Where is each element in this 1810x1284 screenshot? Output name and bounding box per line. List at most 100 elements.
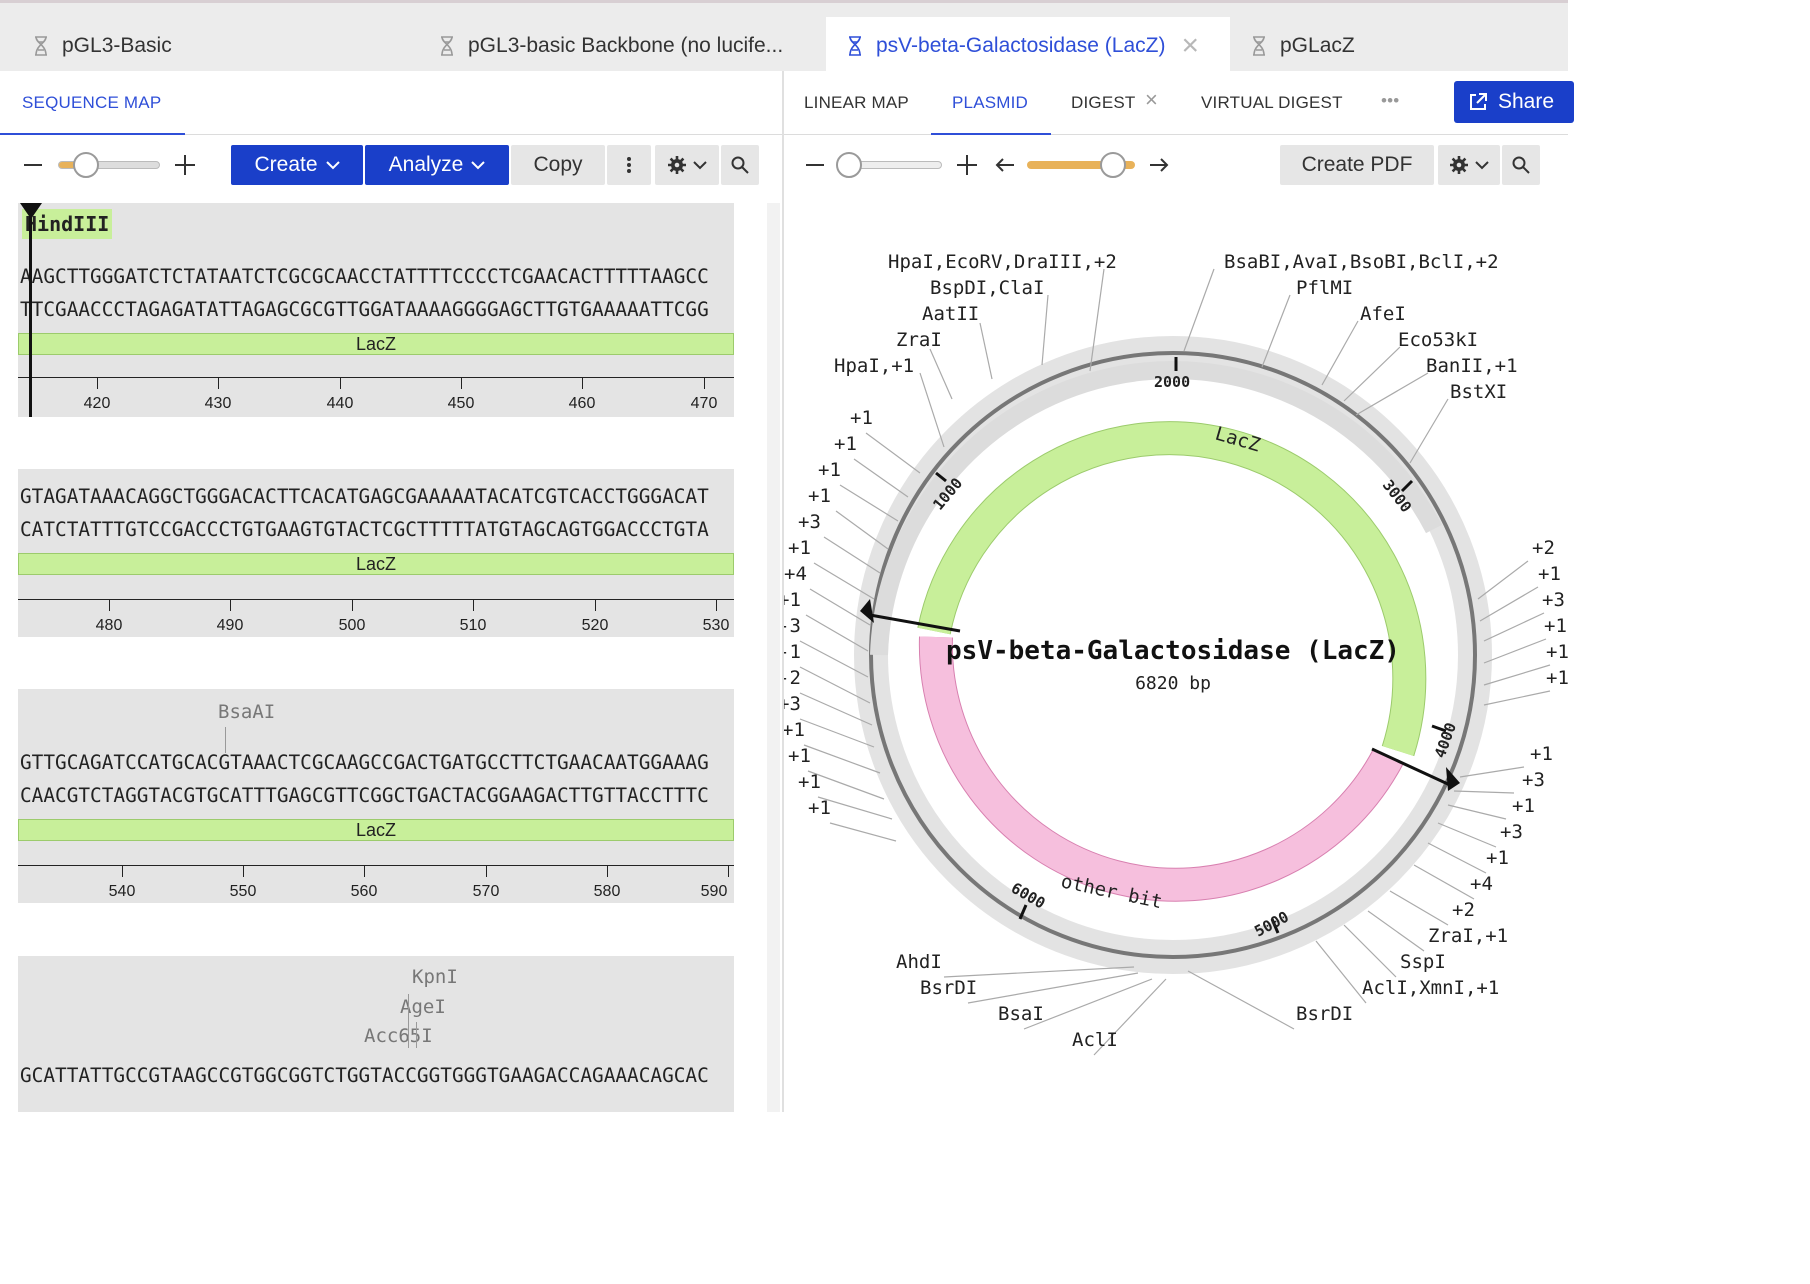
enzyme-label[interactable]: +1 — [1486, 847, 1509, 869]
enzyme-label[interactable]: +3 — [1542, 589, 1565, 611]
enzyme-label[interactable]: +1 — [784, 589, 801, 611]
create-button[interactable]: Create — [231, 145, 363, 185]
sequence-bottom-strand[interactable]: TTCGAACCCTAGAGATATTAGAGCGCGTTGGATAAAAGGG… — [20, 298, 709, 321]
enzyme-label[interactable]: +3 — [1500, 821, 1523, 843]
enzyme-label[interactable]: +1 — [788, 537, 811, 559]
enzyme-label[interactable]: SspI — [1400, 951, 1446, 973]
enzyme-label[interactable]: +2 — [1532, 537, 1555, 559]
close-digest-icon[interactable]: × — [1145, 87, 1158, 112]
enzyme-label[interactable]: +1 — [818, 459, 841, 481]
enzyme-label[interactable]: +3 — [1522, 769, 1545, 791]
tab-pgl3-backbone[interactable]: pGL3-basic Backbone (no lucife... — [436, 17, 824, 74]
feature-lacz[interactable]: LacZ — [18, 333, 734, 355]
sequence-cursor[interactable] — [29, 203, 32, 417]
sequence-top-strand[interactable]: GCATTATTGCCGTAAGCCGTGGCGGTCTGGTACCGGTGGG… — [20, 1064, 709, 1087]
plasmid-map[interactable]: LacZ other bit psV-beta-Galactosidase (L… — [784, 211, 1568, 1111]
feature-lacz-arc[interactable] — [918, 422, 1426, 756]
more-options-button[interactable] — [607, 145, 651, 185]
zoom-slider-handle[interactable] — [836, 152, 862, 178]
enzyme-label[interactable]: AhdI — [896, 951, 942, 973]
zoom-in-button[interactable] — [952, 145, 982, 185]
enzyme-label[interactable]: BsaBI,AvaI,BsoBI,BclI,+2 — [1224, 251, 1499, 273]
settings-button[interactable] — [655, 145, 719, 185]
tab-pgl3-basic[interactable]: pGL3-Basic — [30, 17, 420, 74]
enzyme-label[interactable]: +1 — [808, 485, 831, 507]
enzyme-label[interactable]: +1 — [1546, 641, 1568, 663]
create-pdf-button[interactable]: Create PDF — [1280, 145, 1434, 185]
enzyme-label[interactable]: AatII — [922, 303, 979, 325]
sequence-bottom-strand[interactable]: CAACGTCTAGGTACGTGCATTTGAGCGTTCGGCTGACTAC… — [20, 784, 709, 807]
enzyme-label[interactable]: +1 — [834, 433, 857, 455]
enzyme-label[interactable]: +1 — [784, 719, 805, 741]
rotation-slider-handle[interactable] — [1100, 152, 1126, 178]
enzyme-cut-label[interactable]: AgeI — [400, 996, 446, 1018]
enzyme-label[interactable]: +3 — [784, 693, 801, 715]
enzyme-label[interactable]: ZraI — [896, 329, 942, 351]
rotate-left-button[interactable] — [990, 145, 1020, 185]
enzyme-label[interactable]: AclI — [1072, 1029, 1118, 1051]
zoom-out-button[interactable] — [18, 145, 48, 185]
search-button[interactable] — [1502, 145, 1540, 185]
enzyme-label[interactable]: +2 — [1452, 899, 1475, 921]
enzyme-label[interactable]: Eco53kI — [1398, 329, 1478, 351]
copy-button[interactable]: Copy — [511, 145, 605, 185]
feature-lacz[interactable]: LacZ — [18, 553, 734, 575]
enzyme-label[interactable]: BsrDI — [920, 977, 977, 999]
enzyme-label[interactable]: +4 — [784, 563, 807, 585]
enzyme-label[interactable]: BstXI — [1450, 381, 1507, 403]
enzyme-label[interactable]: +4 — [1470, 873, 1493, 895]
zoom-in-button[interactable] — [170, 145, 200, 185]
zoom-out-button[interactable] — [800, 145, 830, 185]
enzyme-label[interactable]: +3 — [798, 511, 821, 533]
rotate-right-button[interactable] — [1144, 145, 1174, 185]
tab-digest[interactable]: DIGEST — [1071, 93, 1136, 112]
enzyme-label[interactable]: PflMI — [1296, 277, 1353, 299]
more-tabs-icon[interactable]: ••• — [1381, 91, 1400, 110]
enzyme-label[interactable]: AclI,XmnI,+1 — [1362, 977, 1499, 999]
enzyme-cut-label[interactable]: Acc65I — [364, 1025, 433, 1047]
enzyme-label[interactable]: +1 — [1512, 795, 1535, 817]
enzyme-label[interactable]: AfeI — [1360, 303, 1406, 325]
settings-button[interactable] — [1438, 145, 1500, 185]
tab-virtual-digest[interactable]: VIRTUAL DIGEST — [1201, 93, 1343, 112]
enzyme-label[interactable]: +1 — [788, 745, 811, 767]
enzyme-label[interactable]: -2 — [784, 667, 801, 689]
enzyme-label[interactable]: +1 — [1538, 563, 1561, 585]
enzyme-label[interactable]: ZraI,+1 — [1428, 925, 1508, 947]
close-tab-icon[interactable]: × — [1181, 28, 1199, 62]
enzyme-label[interactable]: +1 — [1530, 743, 1553, 765]
panel-divider[interactable] — [782, 71, 784, 1112]
enzyme-label[interactable]: +1 — [1544, 615, 1567, 637]
enzyme-label[interactable]: BspDI,ClaI — [930, 277, 1044, 299]
enzyme-label[interactable]: BsrDI — [1296, 1003, 1353, 1025]
enzyme-cut-label[interactable]: BsaAI — [218, 701, 276, 723]
search-button[interactable] — [721, 145, 759, 185]
enzyme-label[interactable]: HpaI,EcoRV,DraIII,+2 — [888, 251, 1117, 273]
feature-lacz[interactable]: LacZ — [18, 819, 734, 841]
share-button[interactable]: Share — [1454, 81, 1574, 123]
enzyme-label[interactable]: +1 — [798, 771, 821, 793]
sequence-top-strand[interactable]: GTTGCAGATCCATGCACGTAAACTCGCAAGCCGACTGATG… — [20, 751, 709, 774]
enzyme-label[interactable]: -3 — [784, 615, 801, 637]
analyze-button[interactable]: Analyze — [365, 145, 509, 185]
enzyme-label[interactable]: +1 — [808, 797, 831, 819]
tab-psv-beta-galactosidase[interactable]: psV-beta-Galactosidase (LacZ) × — [826, 17, 1230, 74]
sequence-top-strand[interactable]: GTAGATAAACAGGCTGGGACACTTCACATGAGCGAAAAAT… — [20, 485, 709, 508]
sequence-bottom-strand[interactable]: CATCTATTTGTCCGACCCTGTGAAGTGTACTCGCTTTTTA… — [20, 518, 709, 541]
tab-sequence-map[interactable]: SEQUENCE MAP — [22, 93, 162, 112]
enzyme-label[interactable]: +1 — [1546, 667, 1568, 689]
enzyme-label[interactable]: -1 — [784, 641, 801, 663]
enzyme-cut-label[interactable]: KpnI — [412, 966, 458, 988]
vertical-scrollbar[interactable] — [767, 203, 780, 1112]
sequence-top-strand[interactable]: AAGCTTGGGATCTCTATAATCTCGCGCAACCTATTTTCCC… — [20, 265, 709, 288]
rotation-slider[interactable] — [1027, 161, 1135, 169]
enzyme-label[interactable]: HpaI,+1 — [834, 355, 914, 377]
feature-other-bit-arc[interactable] — [919, 636, 1403, 901]
enzyme-label[interactable]: BsaI — [998, 1003, 1044, 1025]
enzyme-cut-label[interactable]: HindIII — [22, 209, 113, 239]
tab-plasmid[interactable]: PLASMID — [952, 93, 1029, 112]
enzyme-label[interactable]: +1 — [850, 407, 873, 429]
enzyme-label[interactable]: BanII,+1 — [1426, 355, 1518, 377]
tab-linear-map[interactable]: LINEAR MAP — [804, 93, 909, 112]
tab-pglacz[interactable]: pGLacZ — [1248, 17, 1548, 74]
